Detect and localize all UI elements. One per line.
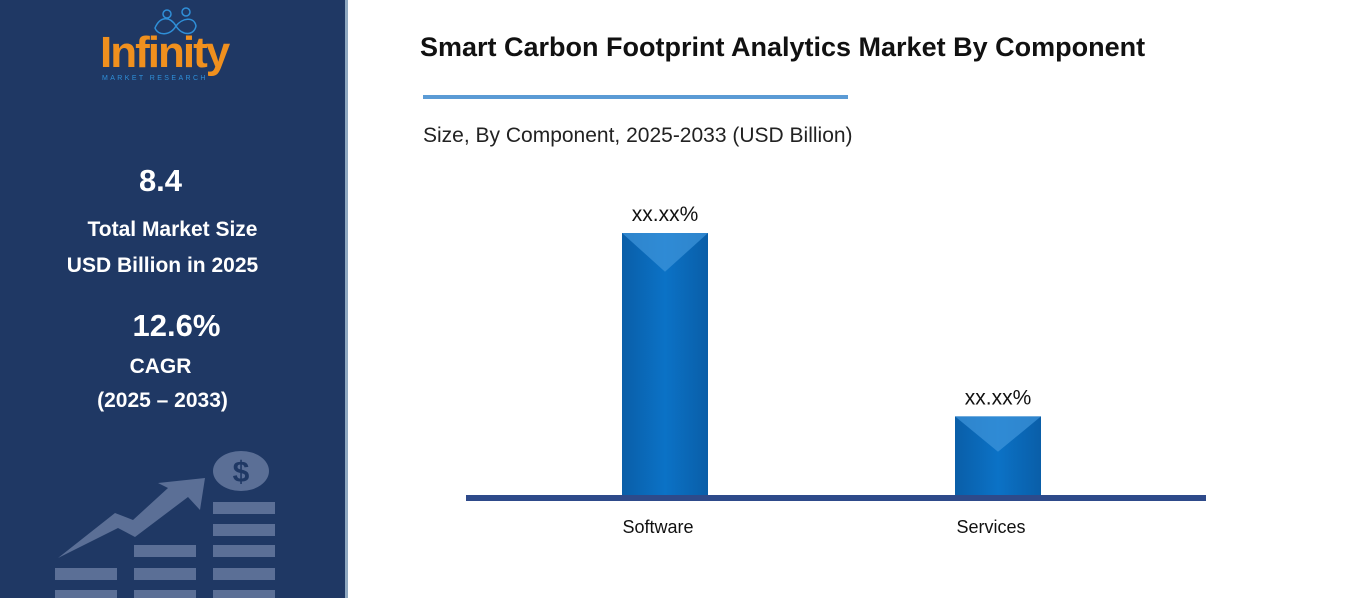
svg-text:$: $ (233, 456, 250, 489)
title-underline (423, 95, 848, 99)
market-size-value: 8.4 (138, 163, 183, 198)
category-label: Services (956, 517, 1025, 537)
bar-bevel (622, 233, 708, 272)
data-label: xx.xx% (965, 386, 1032, 409)
market-size-unit: USD Billion in 2025 (66, 254, 259, 277)
x-axis-line (466, 495, 1206, 501)
cagr-value: 12.6% (132, 308, 221, 343)
cagr-period: (2025 – 2033) (97, 389, 228, 412)
data-label: xx.xx% (632, 203, 699, 226)
growth-chart-dollar-icon: $ (55, 451, 275, 598)
sidebar: Infinity MARKET RESEARCH 8.4 Total Marke… (0, 0, 348, 598)
chart-subtitle: Size, By Component, 2025-2033 (USD Billi… (423, 124, 853, 147)
bar-software (622, 233, 708, 495)
infinity-people-icon (154, 7, 197, 35)
market-size-label: Total Market Size (87, 218, 258, 241)
category-label: Software (622, 517, 693, 537)
chart-title: Smart Carbon Footprint Analytics Market … (420, 32, 1146, 62)
cagr-label: CAGR (129, 355, 192, 378)
bar-bevel (955, 416, 1041, 452)
